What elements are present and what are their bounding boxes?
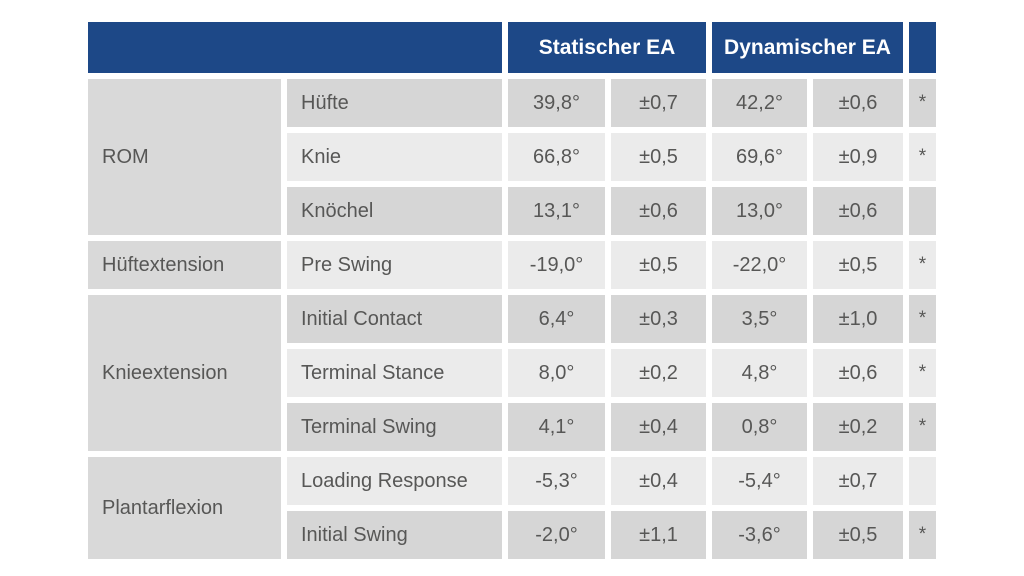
dynamic-sd: ±1,0: [813, 295, 903, 343]
static-mean: 4,1°: [508, 403, 605, 451]
static-mean: -5,3°: [508, 457, 605, 505]
dynamic-mean: -5,4°: [712, 457, 807, 505]
significance-star: [909, 457, 936, 505]
gait-parameters-table: Statischer EA Dynamischer EA ROM Hüftext…: [88, 22, 936, 559]
static-mean: -2,0°: [508, 511, 605, 559]
dynamic-sd: ±0,5: [813, 511, 903, 559]
dynamic-mean: 3,5°: [712, 295, 807, 343]
static-mean: 6,4°: [508, 295, 605, 343]
phase-label: Knöchel: [287, 187, 502, 235]
dynamic-sd: ±0,6: [813, 79, 903, 127]
header-dynamischer-ea: Dynamischer EA: [712, 22, 903, 73]
significance-star: *: [909, 133, 936, 181]
phase-label: Initial Swing: [287, 511, 502, 559]
dynamic-mean: 13,0°: [712, 187, 807, 235]
static-mean: 39,8°: [508, 79, 605, 127]
static-sd: ±1,1: [611, 511, 706, 559]
dynamic-mean: 0,8°: [712, 403, 807, 451]
header-significance-cell: [909, 22, 936, 73]
dynamic-sd: ±0,9: [813, 133, 903, 181]
phase-label: Loading Response: [287, 457, 502, 505]
dynamic-mean: -22,0°: [712, 241, 807, 289]
static-sd: ±0,5: [611, 241, 706, 289]
significance-star: *: [909, 241, 936, 289]
significance-star: *: [909, 349, 936, 397]
static-sd: ±0,3: [611, 295, 706, 343]
phase-label: Pre Swing: [287, 241, 502, 289]
significance-star: *: [909, 403, 936, 451]
header-statischer-ea: Statischer EA: [508, 22, 706, 73]
significance-star: [909, 187, 936, 235]
dynamic-sd: ±0,6: [813, 187, 903, 235]
phase-label: Terminal Stance: [287, 349, 502, 397]
dynamic-sd: ±0,7: [813, 457, 903, 505]
group-label-rom: ROM: [88, 79, 281, 235]
dynamic-mean: 42,2°: [712, 79, 807, 127]
group-label-knieextension: Knieextension: [88, 295, 281, 451]
phase-label: Initial Contact: [287, 295, 502, 343]
static-mean: 66,8°: [508, 133, 605, 181]
group-label-hueftextension: Hüftextension: [88, 241, 281, 289]
header-empty-cell: [88, 22, 502, 73]
dynamic-mean: 69,6°: [712, 133, 807, 181]
significance-star: *: [909, 511, 936, 559]
dynamic-mean: 4,8°: [712, 349, 807, 397]
dynamic-sd: ±0,2: [813, 403, 903, 451]
dynamic-sd: ±0,5: [813, 241, 903, 289]
static-sd: ±0,7: [611, 79, 706, 127]
static-mean: -19,0°: [508, 241, 605, 289]
significance-star: *: [909, 295, 936, 343]
static-sd: ±0,4: [611, 403, 706, 451]
phase-label: Hüfte: [287, 79, 502, 127]
significance-star: *: [909, 79, 936, 127]
static-sd: ±0,2: [611, 349, 706, 397]
static-mean: 8,0°: [508, 349, 605, 397]
static-sd: ±0,5: [611, 133, 706, 181]
dynamic-mean: -3,6°: [712, 511, 807, 559]
phase-label: Terminal Swing: [287, 403, 502, 451]
static-mean: 13,1°: [508, 187, 605, 235]
phase-label: Knie: [287, 133, 502, 181]
group-label-plantarflexion: Plantarflexion: [88, 457, 281, 559]
static-sd: ±0,4: [611, 457, 706, 505]
static-sd: ±0,6: [611, 187, 706, 235]
dynamic-sd: ±0,6: [813, 349, 903, 397]
